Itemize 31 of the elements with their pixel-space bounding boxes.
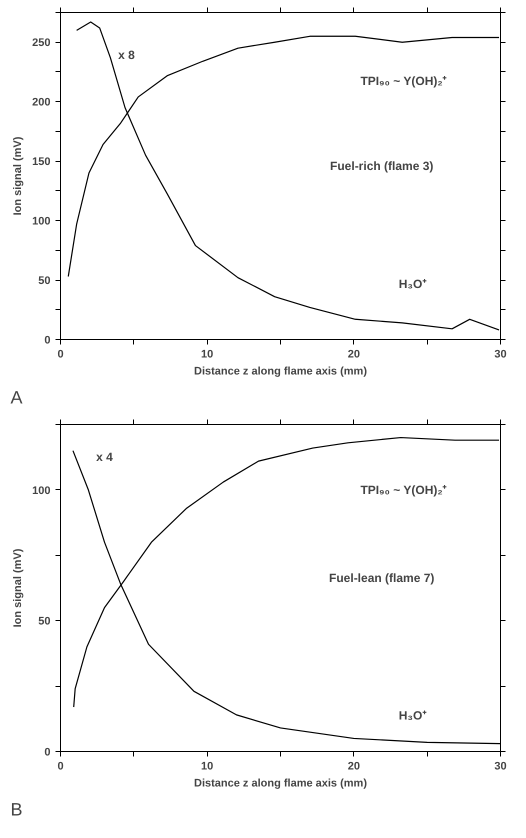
annotation: x 4 (96, 450, 114, 464)
y-axis-title: Ion signal (mV) (12, 548, 24, 628)
x-tick-label: 10 (201, 348, 214, 360)
x-tick-label: 10 (201, 760, 214, 772)
y-tick-label: 0 (44, 746, 51, 758)
x-tick-label: 20 (348, 348, 360, 360)
y-tick-label: 50 (38, 275, 51, 288)
x-tick-label: 0 (57, 760, 64, 772)
annotation: TPI₉₀ ~ Y(OH)₂⁺ (360, 74, 447, 88)
x-tick-label: 30 (494, 760, 507, 772)
annotation: Fuel-lean (flame 7) (329, 571, 434, 586)
text: B (10, 800, 23, 820)
y-axis-title: Ion signal (mV) (12, 136, 24, 216)
y-tick-label: 150 (32, 156, 51, 168)
x-tick-label: 0 (57, 348, 64, 360)
text: A (10, 388, 23, 408)
annotation: x 8 (118, 48, 136, 62)
annotation: TPI₉₀ ~ Y(OH)₂⁺ (360, 482, 447, 497)
y-tick-label: 250 (32, 37, 51, 50)
x-tick-label: 20 (348, 760, 360, 772)
annotation: Fuel-rich (flame 3) (330, 159, 434, 174)
x-tick-label: 30 (494, 348, 507, 360)
x-axis-title: Distance z along flame axis (mm) (194, 366, 368, 378)
annotation: H₃O⁺ (398, 276, 426, 291)
y-tick-label: 200 (32, 96, 51, 109)
x-axis-title: Distance z along flame axis (mm) (194, 778, 368, 790)
annotation: H₃O⁺ (398, 708, 426, 723)
y-tick-label: 0 (44, 334, 51, 346)
y-tick-label: 100 (32, 216, 51, 228)
y-tick-label: 50 (38, 616, 51, 628)
y-tick-label: 100 (32, 484, 51, 497)
